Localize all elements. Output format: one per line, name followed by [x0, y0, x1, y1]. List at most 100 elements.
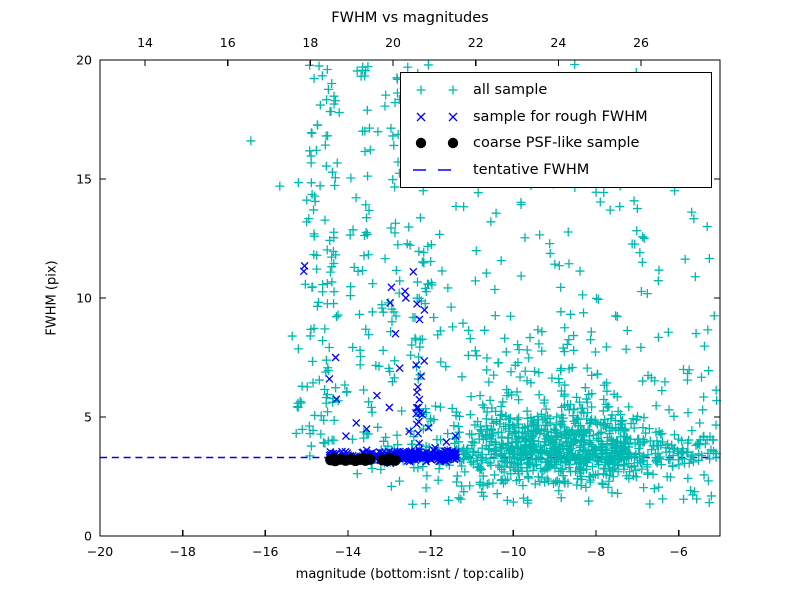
plus-marker: [537, 346, 547, 356]
plus-marker: [352, 469, 362, 479]
plus-marker: [599, 421, 609, 431]
plus-marker: [364, 330, 374, 340]
plus-marker: [703, 325, 713, 335]
plus-marker: [307, 282, 317, 292]
plus-marker: [603, 482, 613, 492]
plus-marker: [508, 497, 518, 507]
plus-marker: [591, 187, 601, 197]
plus-marker: [316, 429, 326, 439]
plus-marker: [546, 461, 556, 471]
plus-marker: [435, 229, 445, 239]
x-marker-icon: [416, 112, 458, 122]
plus-marker: [394, 476, 404, 486]
plus-marker: [423, 60, 433, 70]
plus-marker: [607, 410, 617, 420]
plus-marker: [683, 473, 693, 483]
plus-marker: [393, 440, 403, 450]
plus-marker: [418, 462, 428, 472]
plus-marker: [686, 452, 696, 462]
plus-marker: [490, 311, 500, 321]
x-tick-label-bottom: −6: [669, 544, 687, 559]
plus-marker: [501, 411, 511, 421]
plus-marker: [523, 495, 533, 505]
plus-marker: [564, 259, 574, 269]
plus-marker: [334, 108, 344, 118]
x-marker: [442, 438, 451, 446]
plus-marker: [606, 453, 616, 463]
plus-marker: [310, 196, 320, 206]
plus-marker: [566, 309, 576, 319]
plus-marker: [643, 468, 653, 478]
x-marker: [415, 395, 424, 404]
legend-label: coarse PSF-like sample: [473, 135, 640, 152]
plus-marker: [385, 366, 395, 376]
plus-marker: [512, 436, 522, 446]
x-tick-label-bottom: −18: [169, 544, 195, 559]
plus-marker: [482, 433, 492, 443]
plus-marker: [665, 472, 675, 482]
plus-marker: [368, 279, 378, 289]
plus-marker: [507, 390, 517, 400]
plus-marker: [660, 377, 670, 387]
plus-marker: [680, 254, 690, 264]
plus-marker: [485, 458, 495, 468]
plus-marker: [481, 414, 491, 424]
plus-marker: [305, 451, 315, 461]
plus-marker: [551, 433, 561, 443]
dash-marker-icon: [413, 168, 461, 171]
plus-marker: [491, 448, 501, 458]
plus-marker: [487, 431, 497, 441]
plus-marker: [654, 427, 664, 437]
plus-marker: [505, 462, 515, 472]
plus-marker: [552, 449, 562, 459]
plus-marker: [407, 340, 417, 350]
plus-marker: [631, 472, 641, 482]
plus-marker: [530, 366, 540, 376]
x-marker: [429, 446, 438, 455]
plus-marker: [608, 441, 618, 451]
plus-marker: [479, 403, 489, 413]
plus-marker: [457, 481, 467, 491]
plus-marker: [447, 404, 457, 414]
dot-marker: [383, 453, 395, 465]
plus-marker: [581, 482, 591, 492]
plus-marker: [554, 486, 564, 496]
plus-marker: [578, 290, 588, 300]
plus-marker: [482, 365, 492, 375]
plus-marker: [452, 471, 462, 481]
plus-marker: [497, 456, 507, 466]
plus-marker: [586, 335, 596, 345]
x-axis-label: magnitude (bottom:isnt / top:calib): [295, 567, 525, 582]
plus-marker: [598, 479, 608, 489]
y-axis-label: FWHM (pix): [44, 260, 60, 336]
plus-marker: [307, 356, 317, 366]
plus-marker: [596, 427, 606, 437]
plus-marker: [468, 447, 478, 457]
plus-marker: [557, 402, 567, 412]
plus-marker: [293, 178, 303, 188]
x-marker: [416, 453, 425, 462]
plus-marker: [329, 259, 339, 269]
plus-marker: [522, 406, 532, 416]
plus-marker: [571, 466, 581, 476]
plus-marker: [669, 411, 679, 421]
plus-marker: [314, 61, 324, 71]
plus-marker: [563, 227, 573, 237]
plus-marker: [433, 475, 443, 485]
plus-marker: [688, 490, 698, 500]
plus-marker: [576, 421, 586, 431]
x-marker: [414, 429, 423, 438]
plus-marker: [557, 431, 567, 441]
plus-marker: [499, 457, 509, 467]
plus-marker: [570, 60, 580, 70]
plus-marker: [584, 389, 594, 399]
plus-marker: [578, 425, 588, 435]
plus-marker: [312, 301, 322, 311]
plus-marker: [380, 254, 390, 264]
plus-marker: [615, 443, 625, 453]
x-tick-label-top: 18: [302, 35, 318, 50]
plus-marker: [613, 406, 623, 416]
plus-marker: [511, 438, 521, 448]
plus-marker: [501, 457, 511, 467]
plus-marker: [306, 128, 316, 138]
